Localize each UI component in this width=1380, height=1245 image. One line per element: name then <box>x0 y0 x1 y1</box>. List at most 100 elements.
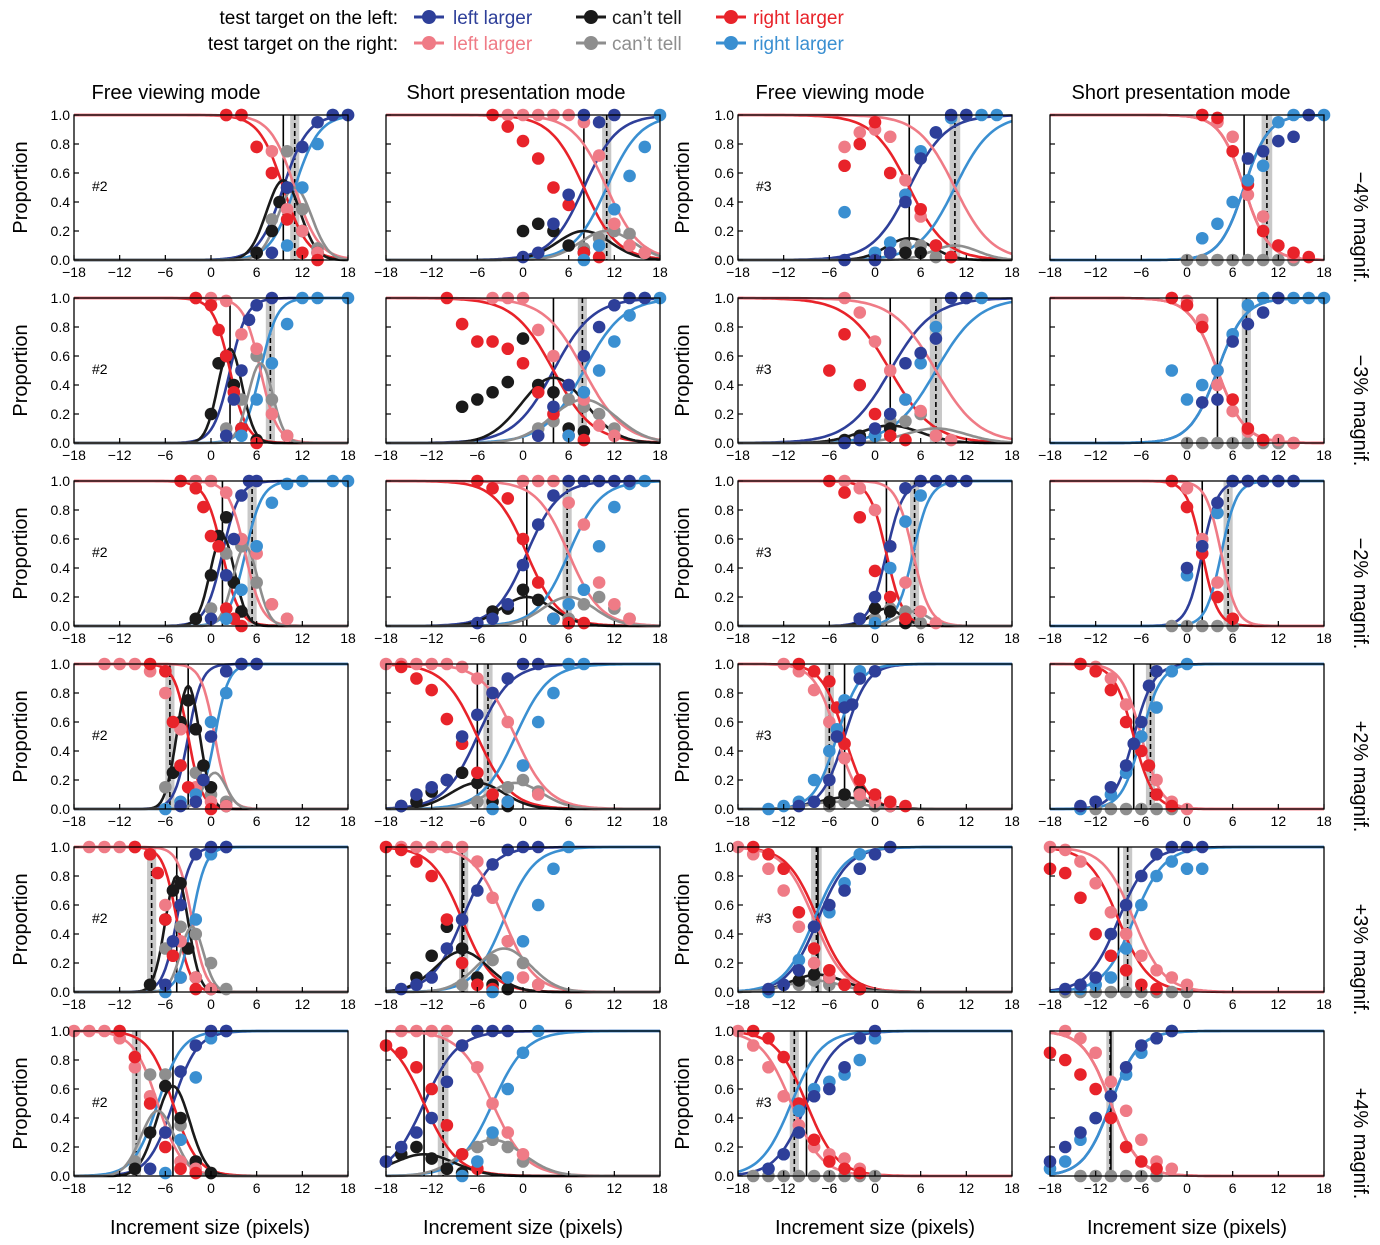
data-point-left-target-right-larger <box>853 1166 867 1180</box>
data-point-left-target-right-larger <box>128 1050 142 1064</box>
data-point-left-target-left-larger <box>455 913 469 926</box>
x-tick-label: 0 <box>519 1180 527 1196</box>
data-point-left-target-left-larger <box>486 686 499 700</box>
panel-r5-c4: −18 −12 −6 0 6 12 18 <box>1038 840 1332 1012</box>
data-point-left-target-right-larger <box>853 773 867 787</box>
x-tick-label: −18 <box>62 996 86 1012</box>
x-tick-label: −12 <box>420 630 444 646</box>
data-point-left-target-right-larger <box>1180 298 1194 312</box>
data-point-left-target-right-larger <box>1089 927 1102 941</box>
data-point-right-target-left-larger <box>1089 1046 1102 1060</box>
fit-curve-left-right-larger <box>1050 113 1324 262</box>
legend-marker-right-row1-dot <box>724 10 738 24</box>
y-tick-label: 1.0 <box>51 107 71 123</box>
x-tick-label: 18 <box>652 996 668 1012</box>
x-tick-label: 0 <box>519 630 527 646</box>
y-tick-label: 0.2 <box>51 223 71 239</box>
data-point-right-target-right-larger <box>1135 898 1148 912</box>
legend-marker-left-row2-dot <box>422 36 436 50</box>
plot-frame <box>737 297 1013 444</box>
data-point-left-target-right-larger <box>486 481 499 495</box>
data-point-left-target-right-larger <box>471 335 484 348</box>
y-tick-label: 0.0 <box>51 1168 71 1184</box>
data-point-right-target-cant-tell <box>516 956 530 970</box>
data-point-left-target-left-larger <box>777 978 790 992</box>
row-label: +4% magnif. <box>1349 1088 1371 1200</box>
data-point-left-target-right-larger <box>219 602 233 615</box>
fit-curve-left-right-larger <box>74 296 348 445</box>
x-tick-label: 18 <box>1004 813 1020 829</box>
data-point-left-target-left-larger <box>394 982 408 996</box>
data-point-right-target-left-larger <box>944 433 958 447</box>
data-point-right-target-right-larger <box>929 320 943 334</box>
data-point-right-target-left-larger <box>592 149 606 162</box>
plot-frame <box>737 663 1013 810</box>
x-tick-label: −18 <box>374 630 398 646</box>
data-point-right-target-right-larger <box>311 137 324 151</box>
data-point-right-target-right-larger <box>899 515 912 528</box>
data-point-right-target-left-larger <box>280 612 294 626</box>
x-tick-label: −6 <box>469 996 485 1012</box>
data-point-left-target-right-larger <box>777 1050 790 1064</box>
x-tick-label: −12 <box>1084 630 1108 646</box>
data-point-left-target-right-larger <box>1104 683 1118 697</box>
data-point-right-target-right-larger <box>501 795 515 809</box>
data-point-right-target-left-larger <box>189 971 203 984</box>
data-point-right-target-right-larger <box>1211 217 1224 231</box>
y-axis-label: Proportion <box>672 873 694 965</box>
data-point-left-target-right-larger <box>807 1133 821 1147</box>
data-point-right-target-right-larger <box>914 489 927 502</box>
subject-label: #2 <box>92 361 108 377</box>
x-tick-label: −6 <box>1133 813 1149 829</box>
x-tick-label: 6 <box>253 264 261 280</box>
legend-marker-cant-row1-dot <box>584 10 598 24</box>
data-point-right-target-left-larger <box>501 1126 515 1139</box>
legend-label-left-row2: left larger <box>453 34 533 55</box>
data-point-right-target-left-larger <box>501 934 515 948</box>
y-tick-label: 0.0 <box>51 984 71 1000</box>
data-point-left-target-left-larger <box>296 140 309 154</box>
data-point-left-target-left-larger <box>197 773 210 787</box>
data-point-left-target-right-larger <box>1119 963 1133 977</box>
data-point-right-target-cant-tell <box>204 956 218 970</box>
data-point-right-target-left-larger <box>638 246 652 260</box>
y-tick-label: 0.0 <box>51 252 71 268</box>
data-point-left-target-left-larger <box>853 672 867 685</box>
data-point-left-target-left-larger <box>227 393 241 406</box>
y-tick-label: 0.6 <box>715 1081 735 1097</box>
data-point-left-target-right-larger <box>189 481 203 495</box>
x-tick-label: 18 <box>1004 630 1020 646</box>
x-tick-label: −12 <box>420 996 444 1012</box>
y-tick-label: 1.0 <box>715 656 735 672</box>
fit-curve-right-right-larger <box>738 300 1013 445</box>
x-tick-label: −12 <box>772 630 796 646</box>
data-point-left-target-cant-tell <box>174 1111 187 1125</box>
x-tick-label: 12 <box>1271 264 1287 280</box>
data-point-left-target-right-larger <box>883 795 897 809</box>
x-tick-label: 6 <box>565 813 573 829</box>
data-point-right-target-right-larger <box>1241 298 1255 312</box>
legend-label-right-row1: right larger <box>753 8 844 29</box>
data-point-left-target-right-larger <box>899 433 912 447</box>
data-point-left-target-right-larger <box>853 137 867 151</box>
data-point-left-target-left-larger <box>219 664 233 678</box>
data-point-left-target-left-larger <box>883 246 897 260</box>
x-tick-label: 18 <box>340 447 356 463</box>
data-point-left-target-left-larger <box>425 1111 438 1125</box>
panel-r6-c4: −18 −12 −6 0 6 12 18 <box>1038 1024 1332 1196</box>
data-point-left-target-left-larger <box>1089 795 1102 809</box>
data-point-right-target-left-larger <box>608 429 621 443</box>
fit-curve-left-right-larger <box>1050 296 1324 445</box>
data-point-right-target-left-larger <box>1256 210 1270 223</box>
data-point-left-target-right-larger <box>838 1162 851 1176</box>
y-tick-label: 0.0 <box>715 1168 735 1184</box>
plot-frame <box>737 114 1013 261</box>
data-point-left-target-left-larger <box>1104 780 1118 794</box>
row-label: +2% magnif. <box>1349 721 1371 833</box>
subject-label: #3 <box>756 178 772 194</box>
x-tick-label: −12 <box>108 630 132 646</box>
y-tick-label: 0.8 <box>51 502 71 518</box>
data-point-left-target-cant-tell <box>577 425 591 438</box>
data-point-left-target-left-larger <box>410 1126 423 1139</box>
data-point-right-target-right-larger <box>883 236 897 249</box>
